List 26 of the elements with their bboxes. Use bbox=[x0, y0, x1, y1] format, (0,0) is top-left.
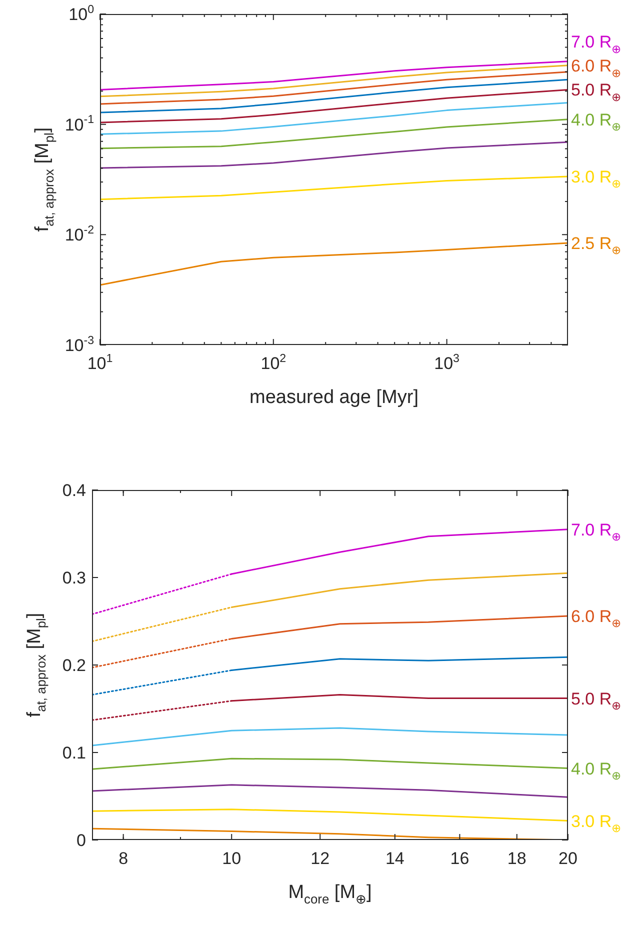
x-axis-title: measured age [Myr] bbox=[250, 387, 418, 408]
x-tick-label: 10 bbox=[222, 849, 242, 868]
y-tick-label: 0 bbox=[76, 831, 86, 850]
y-axis-title: fat, approx [Mpl] bbox=[32, 127, 57, 232]
x-tick-label: 14 bbox=[385, 849, 404, 868]
series-label: 5.0 R⊕ bbox=[571, 689, 622, 712]
y-tick-label: 0.3 bbox=[62, 568, 86, 588]
series-label: 3.0 R⊕ bbox=[571, 812, 622, 835]
series-label: 3.0 R⊕ bbox=[571, 167, 622, 191]
x-tick-label: 16 bbox=[450, 849, 470, 868]
y-axis-title: fat, approx [Mpl] bbox=[24, 612, 49, 718]
series-label: 7.0 R⊕ bbox=[571, 520, 622, 544]
y-tick-label: 0.4 bbox=[62, 481, 86, 500]
series-label: 4.0 R⊕ bbox=[571, 110, 622, 134]
x-tick-label: 20 bbox=[558, 849, 578, 868]
y-tick-label: 0.1 bbox=[62, 744, 86, 762]
series-label: 4.0 R⊕ bbox=[571, 759, 622, 782]
series-label: 5.0 R⊕ bbox=[571, 80, 622, 104]
x-tick-label: 18 bbox=[507, 849, 526, 868]
series-label: 7.0 R⊕ bbox=[571, 32, 622, 56]
y-tick-label: 0.2 bbox=[62, 656, 86, 675]
x-tick-label: 12 bbox=[310, 849, 330, 868]
x-tick-label: 8 bbox=[118, 849, 128, 868]
series-label: 6.0 R⊕ bbox=[571, 56, 622, 80]
series-label: 2.5 R⊕ bbox=[571, 234, 622, 258]
series-label: 6.0 R⊕ bbox=[571, 607, 622, 630]
